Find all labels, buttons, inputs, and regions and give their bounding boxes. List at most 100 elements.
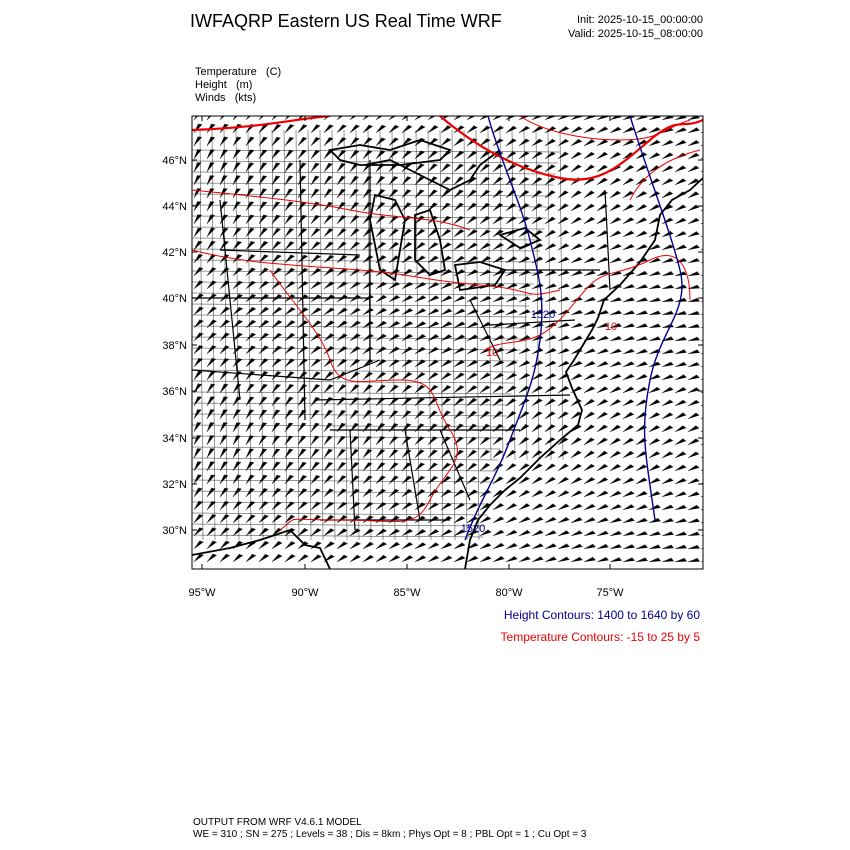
wind-barb <box>687 374 700 381</box>
wind-barb <box>388 528 400 537</box>
wind-barb <box>596 323 609 329</box>
wind-barb <box>336 397 347 407</box>
wind-barb <box>284 124 295 134</box>
wind-barb <box>388 449 399 459</box>
wind-barb <box>570 243 583 251</box>
wind-barb <box>466 163 477 173</box>
wind-barb <box>687 258 700 264</box>
wind-barb <box>687 271 700 277</box>
wind-barb <box>375 137 386 147</box>
wind-barb <box>518 385 530 394</box>
wind-barb <box>388 436 399 446</box>
wind-barb <box>700 131 703 134</box>
wind-barb <box>518 256 531 264</box>
wind-barb <box>609 152 621 160</box>
wind-barb <box>635 191 648 199</box>
wind-barb <box>674 336 687 342</box>
wind-barb <box>336 228 347 238</box>
wind-barb <box>609 361 622 368</box>
wind-barb <box>583 517 596 524</box>
wind-barb <box>570 335 583 342</box>
wind-barb <box>570 216 582 225</box>
wind-barb <box>297 136 307 147</box>
wind-barb <box>583 116 596 121</box>
wind-barb <box>609 411 621 420</box>
wind-barb <box>635 310 648 316</box>
wind-barb <box>310 333 322 342</box>
wind-barb <box>401 255 413 264</box>
wind-barb <box>375 384 386 394</box>
wind-barb <box>440 359 452 368</box>
wind-barb <box>388 268 400 277</box>
wind-barb <box>193 201 202 212</box>
wind-barb <box>609 490 622 498</box>
lat-label: 44°N <box>162 201 187 213</box>
temperature-legend: Temperature Contours: -15 to 25 by 5 <box>501 630 701 644</box>
wind-barb <box>466 125 478 134</box>
wind-barb <box>609 348 622 355</box>
field-label: Height (m) <box>195 79 252 91</box>
wind-barb <box>427 423 438 433</box>
wind-barb <box>362 475 373 485</box>
wind-barb <box>440 347 453 355</box>
wind-barb <box>245 370 255 381</box>
wind-barb <box>414 321 427 329</box>
wind-barb <box>362 554 374 563</box>
wind-barb <box>544 424 556 433</box>
wind-barb <box>687 178 700 186</box>
wind-barb <box>609 557 622 563</box>
wind-barb <box>414 436 425 446</box>
wind-barb <box>453 308 466 316</box>
wind-barb <box>245 422 254 433</box>
wind-barb <box>687 204 700 212</box>
wind-barb <box>518 424 530 433</box>
wind-barb <box>232 136 242 147</box>
wind-barb <box>687 297 700 303</box>
wind-barb <box>492 295 505 303</box>
wind-barb <box>245 227 255 238</box>
wind-barb <box>414 125 426 134</box>
wind-barb <box>206 357 216 368</box>
wind-barb <box>401 295 414 303</box>
wind-barb <box>362 515 374 524</box>
wind-barb <box>505 203 517 212</box>
wind-barb <box>674 425 687 433</box>
wind-barb <box>297 254 308 264</box>
wind-barb <box>609 203 621 212</box>
wind-barb <box>583 556 596 563</box>
wind-barb <box>427 462 438 472</box>
wind-barb <box>245 319 257 329</box>
wind-barb <box>635 126 648 134</box>
wind-barb <box>492 202 504 212</box>
wind-barb <box>284 488 295 498</box>
wind-barb <box>674 217 687 225</box>
wind-barb <box>232 514 243 524</box>
wind-barb <box>362 255 374 264</box>
wind-barb <box>687 464 700 472</box>
wind-barb <box>349 150 360 160</box>
wind-barb <box>388 462 399 472</box>
wind-barb <box>544 463 556 472</box>
wind-barb <box>531 138 543 147</box>
wind-barb <box>479 410 491 420</box>
wind-barb <box>544 138 556 147</box>
wind-barb <box>232 214 242 225</box>
wind-barb <box>557 322 570 329</box>
wind-barb <box>232 201 241 212</box>
wind-barb <box>648 425 661 433</box>
wind-barb <box>427 189 438 199</box>
wind-barb <box>219 553 230 563</box>
wind-barb <box>518 125 530 134</box>
wind-barb <box>427 163 438 173</box>
lon-label: 75°W <box>596 587 624 599</box>
wind-barb <box>674 478 687 485</box>
wind-barb <box>570 116 583 121</box>
wind-barb <box>219 461 228 472</box>
wind-barb <box>297 188 307 199</box>
wind-barb <box>440 189 451 199</box>
wind-barb <box>336 501 348 511</box>
wind-barb <box>466 242 478 251</box>
wind-barb <box>466 436 477 446</box>
wind-barb <box>661 544 674 550</box>
wind-barb <box>596 411 608 420</box>
